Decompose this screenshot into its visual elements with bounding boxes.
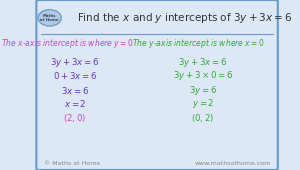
Text: $0 + 3x = 6$: $0 + 3x = 6$	[53, 70, 97, 81]
Text: The $x$-axis intercept is where $y = 0$: The $x$-axis intercept is where $y = 0$	[1, 37, 134, 50]
Text: © Maths at Home: © Maths at Home	[44, 161, 100, 166]
Text: www.mathsathome.com: www.mathsathome.com	[194, 161, 271, 166]
Text: The $y$-axis intercept is where $x = 0$: The $y$-axis intercept is where $x = 0$	[131, 37, 265, 50]
Text: $x = 2$: $x = 2$	[64, 98, 86, 109]
Text: $3y + 3 \times 0 = 6$: $3y + 3 \times 0 = 6$	[173, 69, 233, 82]
Text: $3y = 6$: $3y = 6$	[189, 84, 217, 97]
Text: Find the $x$ and $y$ intercepts of $3y+3x = 6$: Find the $x$ and $y$ intercepts of $3y+3…	[77, 11, 292, 25]
Text: $3y + 3x = 6$: $3y + 3x = 6$	[50, 56, 100, 69]
Text: $3y + 3x = 6$: $3y + 3x = 6$	[178, 56, 228, 69]
Text: $3x = 6$: $3x = 6$	[61, 85, 89, 96]
FancyBboxPatch shape	[36, 0, 278, 170]
Circle shape	[38, 10, 61, 26]
Text: $(0, 2)$: $(0, 2)$	[191, 112, 214, 124]
Text: Maths
at Home: Maths at Home	[40, 14, 59, 22]
Text: $(2, 0)$: $(2, 0)$	[63, 112, 87, 124]
Text: $y = 2$: $y = 2$	[192, 97, 214, 110]
